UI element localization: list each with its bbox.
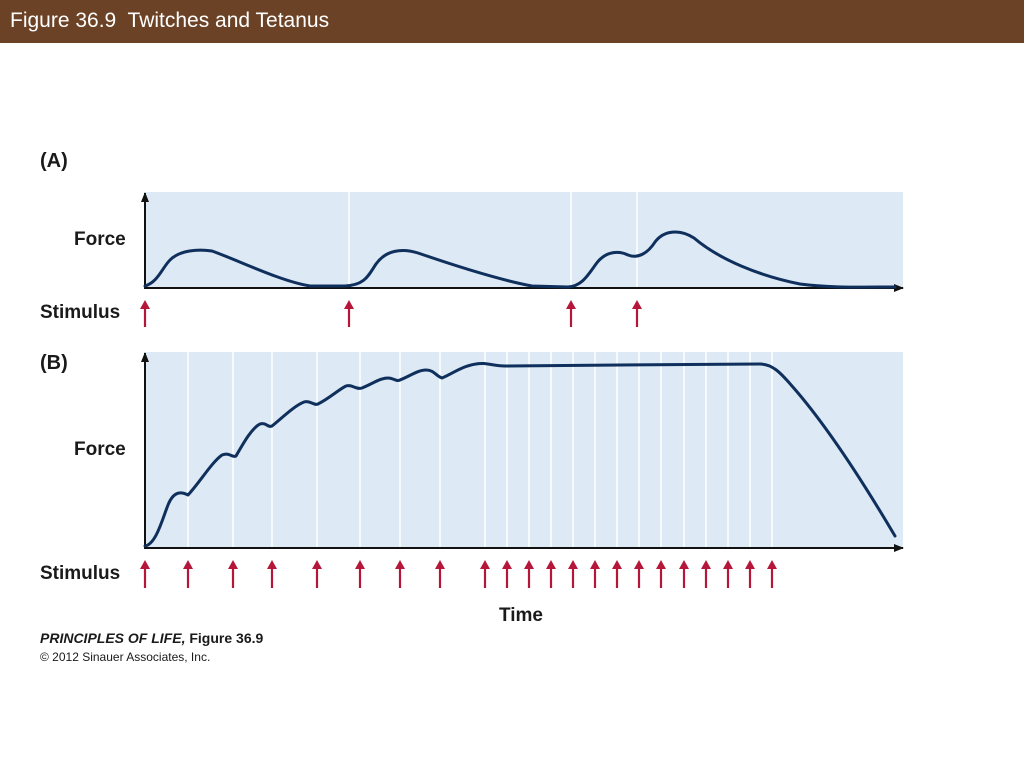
stimulus-arrow — [140, 560, 150, 588]
stimulus-arrow — [634, 560, 644, 588]
panel-b-force-curve — [143, 361, 897, 548]
panel-a-label: (A) — [40, 150, 68, 172]
panel-b-gridlines — [187, 352, 773, 548]
credit-figure: Figure 36.9 — [185, 630, 264, 646]
stimulus-arrow — [701, 560, 711, 588]
stimulus-arrow — [568, 560, 578, 588]
credit-book: PRINCIPLES OF LIFE, — [40, 630, 186, 646]
stimulus-arrow — [723, 560, 733, 588]
panel-a-stimulus-label: Stimulus — [40, 302, 120, 323]
stimulus-arrow — [140, 300, 150, 327]
stimulus-arrow — [656, 560, 666, 588]
stimulus-arrow — [228, 560, 238, 588]
panel-a-force-curve — [143, 230, 897, 289]
stimulus-arrow — [344, 300, 354, 327]
stimulus-arrow — [546, 560, 556, 588]
credit-line: PRINCIPLES OF LIFE, Figure 36.9 — [40, 630, 263, 646]
panel-b-label: (B) — [40, 352, 68, 374]
panel-a-plot-area — [146, 192, 903, 288]
stimulus-arrow — [632, 300, 642, 327]
stimulus-arrow — [745, 560, 755, 588]
stimulus-arrow — [267, 560, 277, 588]
stimulus-arrow — [612, 560, 622, 588]
stimulus-arrow — [502, 560, 512, 588]
stimulus-arrow — [183, 560, 193, 588]
time-axis-label: Time — [499, 605, 543, 626]
panel-b-stimulus-arrows — [140, 560, 777, 588]
stimulus-arrow — [355, 560, 365, 588]
stimulus-arrow — [679, 560, 689, 588]
stimulus-arrow — [312, 560, 322, 588]
title-bar: Figure 36.9 Twitches and Tetanus — [0, 0, 1024, 43]
stimulus-arrow — [480, 560, 490, 588]
stimulus-arrow — [435, 560, 445, 588]
stimulus-arrow — [590, 560, 600, 588]
stimulus-arrow — [566, 300, 576, 327]
stimulus-arrow — [767, 560, 777, 588]
panel-b-stimulus-label: Stimulus — [40, 563, 120, 584]
stimulus-arrow — [524, 560, 534, 588]
panel-a-stimulus-arrows — [140, 300, 642, 327]
stimulus-arrow — [395, 560, 405, 588]
panel-a-gridlines — [348, 192, 638, 288]
panel-a-force-label: Force — [74, 229, 126, 250]
credit-copyright: © 2012 Sinauer Associates, Inc. — [40, 650, 211, 664]
panel-b-force-label: Force — [74, 439, 126, 460]
slide-title: Figure 36.9 Twitches and Tetanus — [10, 9, 330, 32]
